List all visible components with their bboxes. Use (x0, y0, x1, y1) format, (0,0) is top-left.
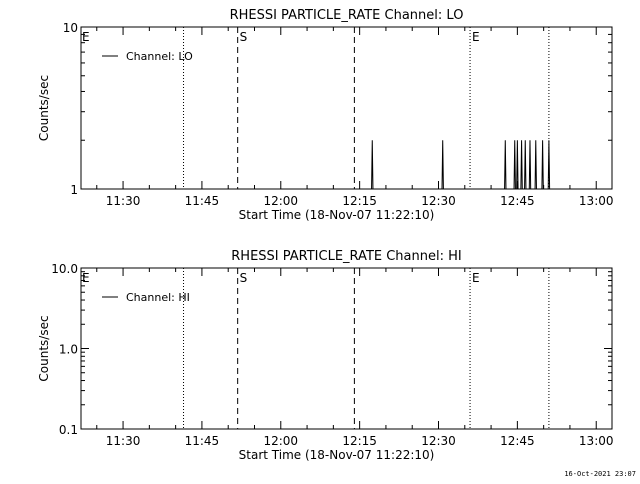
panel-1-xtick-label: 12:45 (500, 194, 535, 208)
panel-2-xtick-label: 12:00 (263, 434, 298, 448)
panel-2-ytick-label: 10.0 (51, 262, 78, 276)
panel-2-legend-label: Channel: HI (126, 291, 190, 304)
panel-1-ytick-label: 1 (70, 183, 78, 197)
panel-1-marker-label: S (240, 30, 248, 44)
panel-2-xtick-label: 11:30 (106, 434, 141, 448)
panel-1-xtick-label: 12:30 (421, 194, 456, 208)
panel-1-data-spike (504, 140, 507, 190)
panel-1-xlabel: Start Time (18-Nov-07 11:22:10) (239, 208, 435, 222)
panel-1-axes-frame (80, 26, 613, 190)
panel-2-ytick-label: 1.0 (59, 343, 78, 357)
panel-1-xtick-label: 11:45 (185, 194, 220, 208)
panel-2-xtick-label: 11:45 (185, 434, 220, 448)
panel-1-xtick-label: 11:30 (106, 194, 141, 208)
panel-1-xtick-label: 13:00 (579, 194, 614, 208)
panel-2-xtick-label: 12:30 (421, 434, 456, 448)
panel-1-marker-label: E (472, 30, 480, 44)
panel-1-data-spike (534, 140, 537, 190)
footer-timestamp: 16-Oct-2021 23:07 (564, 470, 636, 478)
panel-1-xtick-label: 12:00 (263, 194, 298, 208)
panel-2-xtick-label: 13:00 (579, 434, 614, 448)
panel-2-xlabel: Start Time (18-Nov-07 11:22:10) (239, 448, 435, 462)
panel-1-data-spike (547, 140, 551, 190)
panel-1-data-spike (520, 140, 523, 190)
panel-2-ytick-label: 0.1 (59, 423, 78, 437)
panel-1-xtick-label: 12:15 (342, 194, 377, 208)
panel-1-edge-label: E (82, 30, 90, 44)
panel-1-data-spike (513, 140, 516, 190)
panel-1-ylabel: Counts/sec (37, 75, 51, 141)
panel-1-data-spike (371, 140, 374, 190)
panel-1-data-spike (524, 140, 527, 190)
panel-1-ytick-label: 10 (63, 21, 78, 35)
panel-1-data-spike (441, 140, 444, 190)
panel-2-edge-label: E (82, 271, 90, 285)
panel-1-title: RHESSI PARTICLE_RATE Channel: LO (230, 8, 464, 23)
panel-2-xtick-label: 12:45 (500, 434, 535, 448)
panel-1-data-spike (528, 140, 532, 190)
panel-1-legend-label: Channel: LO (126, 50, 193, 63)
panel-2-title: RHESSI PARTICLE_RATE Channel: HI (231, 249, 461, 264)
panel-2-ylabel: Counts/sec (37, 315, 51, 381)
panel-1-data-spike (541, 140, 544, 190)
panel-2-marker-label: S (240, 271, 248, 285)
panel-2-marker-label: E (472, 271, 480, 285)
panel-2-xtick-label: 12:15 (342, 434, 377, 448)
panel-1-data-spike (516, 140, 519, 190)
